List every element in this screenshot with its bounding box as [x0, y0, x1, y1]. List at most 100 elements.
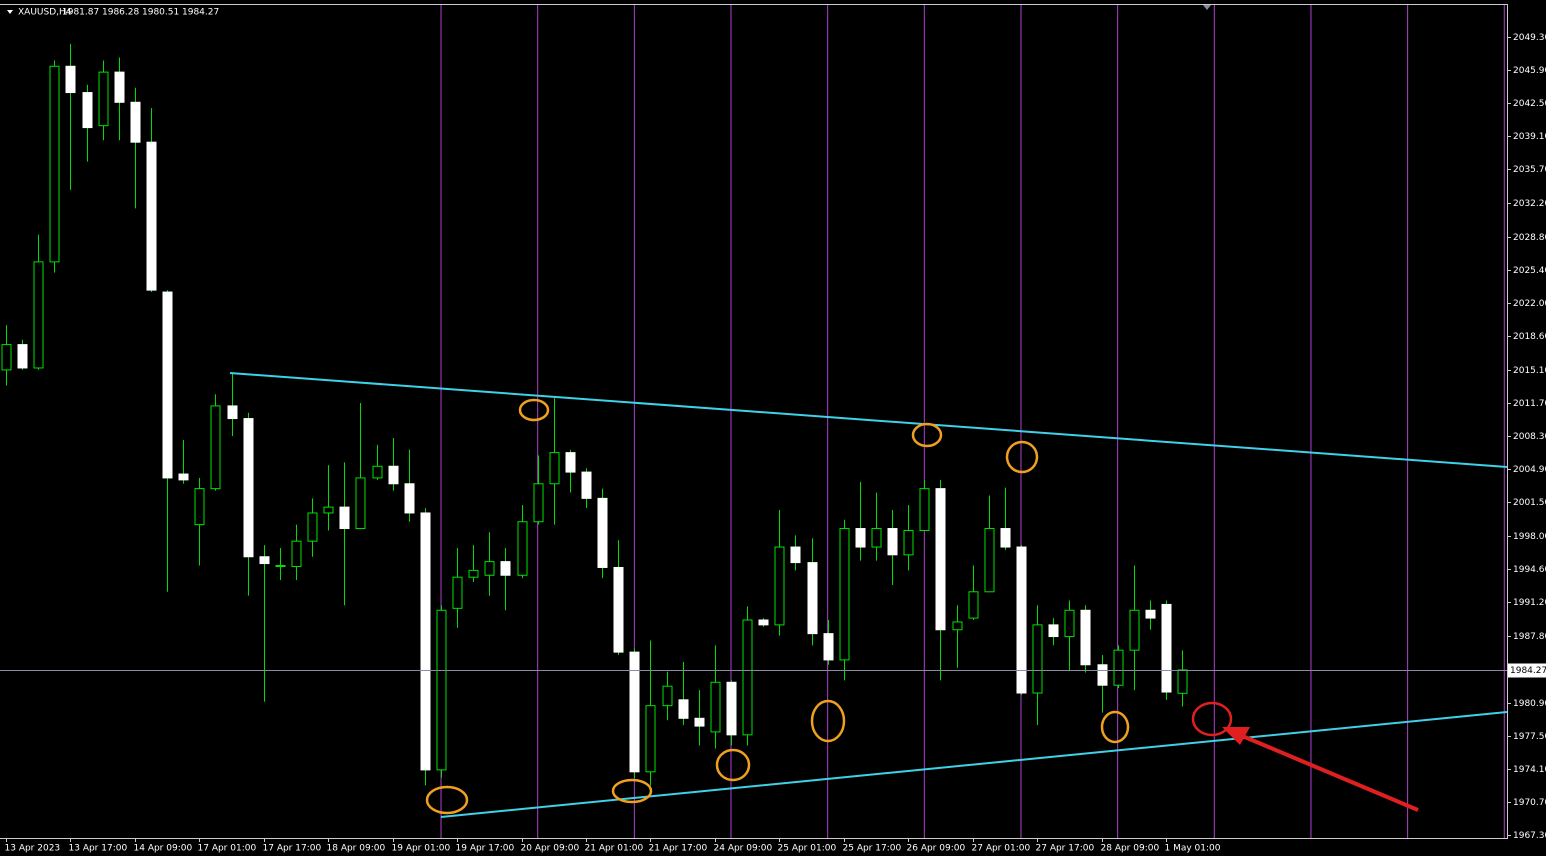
candle-body [807, 562, 818, 635]
candle-body [533, 483, 544, 523]
y-tick-label: 2045.90 [1513, 66, 1546, 76]
y-tick-label: 2022.00 [1513, 299, 1546, 309]
candle-body [307, 512, 318, 542]
x-tick-label: 14 Apr 09:00 [134, 844, 193, 854]
y-tick-label: 2042.50 [1513, 99, 1546, 109]
y-tick-label: 2039.10 [1513, 132, 1546, 142]
candle-body [839, 528, 850, 661]
candle-body [581, 471, 592, 499]
candle-body [1145, 609, 1156, 619]
candle-body [1016, 546, 1027, 694]
candle-body [404, 483, 415, 514]
candle-body [968, 591, 979, 619]
candle-body [210, 405, 221, 490]
candle-body [887, 528, 898, 556]
y-tick-label: 1991.20 [1513, 598, 1546, 608]
candle-body [65, 65, 76, 94]
touch-markers [425, 398, 1130, 815]
candle-body [855, 528, 866, 548]
y-tick-label: 2035.70 [1513, 165, 1546, 175]
candle-body [1048, 624, 1059, 638]
candle-body [146, 141, 157, 291]
candle-body [114, 71, 125, 103]
arrow-shaft [1239, 733, 1419, 812]
y-tick-label: 1994.60 [1513, 565, 1546, 575]
y-tick-label: 2025.40 [1513, 266, 1546, 276]
candle-body [243, 418, 254, 558]
x-tick-label: 25 Apr 01:00 [778, 844, 837, 854]
candle-body [227, 405, 238, 420]
x-tick-label: 26 Apr 09:00 [907, 844, 966, 854]
x-tick-label: 27 Apr 17:00 [1036, 844, 1095, 854]
upper-trendline [229, 372, 1508, 468]
marker [715, 748, 751, 782]
candle-body [694, 717, 705, 727]
y-tick-label: 1980.90 [1513, 699, 1546, 709]
menu-icon [7, 10, 13, 14]
candle-body [1097, 664, 1108, 686]
x-tick-label: 19 Apr 17:00 [456, 844, 515, 854]
candle-body [710, 681, 721, 733]
candle-body [1, 344, 12, 371]
candle-body [790, 546, 801, 564]
candle-body [726, 681, 737, 736]
marker [810, 699, 846, 743]
y-tick-label: 2011.70 [1513, 399, 1546, 409]
candle-body [82, 92, 93, 129]
candles [1, 43, 1188, 786]
candle-body [984, 528, 995, 593]
marker [518, 398, 550, 422]
x-tick-label: 27 Apr 01:00 [972, 844, 1031, 854]
x-tick-label: 20 Apr 09:00 [521, 844, 580, 854]
candle-body [774, 546, 785, 626]
marker [911, 422, 943, 448]
candle-body [162, 291, 173, 479]
candle-body [871, 528, 882, 548]
candle-body [613, 566, 624, 653]
y-tick-label: 2032.20 [1513, 199, 1546, 209]
y-tick-label: 2015.10 [1513, 366, 1546, 376]
candle-body [178, 473, 189, 481]
current-price-label: 1984.27 [1510, 666, 1546, 676]
x-tick-label: 1 May 01:00 [1165, 844, 1221, 854]
header-low: 1980.51 [142, 8, 179, 18]
candle-body [275, 565, 286, 568]
candle-body [500, 561, 511, 576]
candle-body [517, 521, 528, 576]
candle-body [468, 569, 479, 578]
marker [425, 785, 469, 815]
x-tick-label: 13 Apr 2023 [5, 844, 61, 854]
candle-body [1113, 649, 1124, 686]
candle-body [420, 512, 431, 771]
y-tick-label: 2018.60 [1513, 332, 1546, 342]
candle-body [291, 540, 302, 567]
candle-body [597, 497, 608, 568]
candle-body [355, 477, 366, 530]
y-tick-label: 1987.80 [1513, 632, 1546, 642]
candle-body [629, 651, 640, 773]
y-tick-label: 2001.50 [1513, 498, 1546, 508]
x-tick-label: 17 Apr 17:00 [263, 844, 322, 854]
x-tick-label: 18 Apr 09:00 [327, 844, 386, 854]
candle-body [823, 633, 834, 661]
candle-body [1177, 669, 1188, 694]
candle-body [1064, 609, 1075, 638]
y-tick-label: 1970.70 [1513, 798, 1546, 808]
candle-body [484, 561, 495, 576]
y-tick-label: 1998.00 [1513, 532, 1546, 542]
x-tick-label: 28 Apr 09:00 [1101, 844, 1160, 854]
candle-body [130, 101, 141, 143]
candle-body [98, 71, 109, 127]
y-tick-label: 1974.10 [1513, 765, 1546, 775]
x-tick-label: 24 Apr 09:00 [714, 844, 773, 854]
marker [1005, 440, 1039, 474]
symbol: XAUUSD,H4 [18, 8, 72, 18]
candle-body [1000, 528, 1011, 548]
candle-body [372, 465, 383, 479]
candle-body [452, 576, 463, 609]
candle-body [339, 506, 350, 530]
candle-body [742, 619, 753, 736]
header-close: 1984.27 [182, 8, 219, 18]
candle-body [17, 344, 28, 369]
